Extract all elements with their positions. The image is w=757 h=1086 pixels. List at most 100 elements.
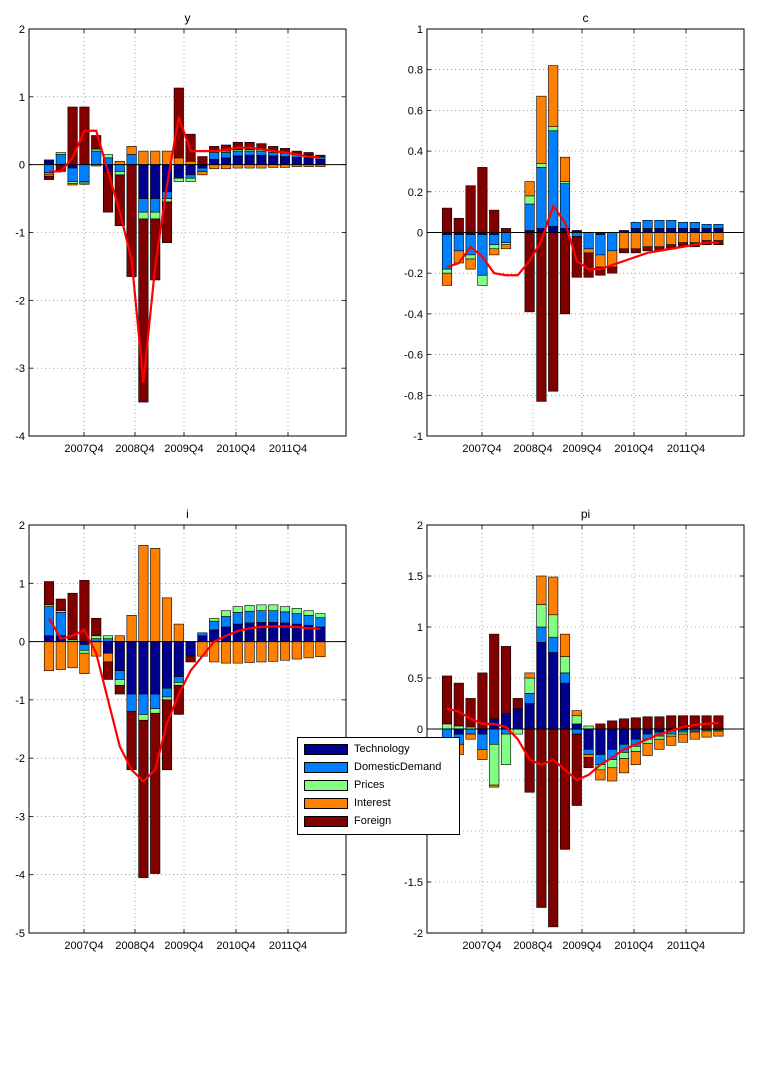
total-line bbox=[49, 116, 321, 383]
bar-interest-23 bbox=[315, 641, 326, 658]
bar-technology-21 bbox=[689, 228, 700, 233]
bar-foreign-8 bbox=[536, 728, 547, 908]
bar-interest-4 bbox=[489, 784, 500, 788]
bar-interest-9 bbox=[150, 150, 161, 165]
bar-interest-23 bbox=[713, 232, 724, 241]
bar-foreign-0 bbox=[43, 175, 55, 180]
bar-interest-18 bbox=[654, 738, 665, 750]
bar-technology-14 bbox=[209, 158, 220, 165]
bar-interest-20 bbox=[677, 232, 689, 243]
bar-prices-2 bbox=[67, 181, 78, 184]
bar-prices-8 bbox=[536, 163, 547, 168]
bar-foreign-14 bbox=[607, 266, 618, 274]
x-tick-label: 2008Q4 bbox=[115, 940, 154, 952]
bar-prices-9 bbox=[548, 614, 559, 638]
bar-interest-23 bbox=[713, 730, 724, 737]
bar-foreign-21 bbox=[689, 715, 700, 730]
bar-technology-12 bbox=[185, 641, 196, 657]
bar-interest-3 bbox=[477, 749, 488, 760]
bar-technology-15 bbox=[618, 728, 630, 745]
x-tick-label: 2011Q4 bbox=[667, 443, 705, 455]
bar-technology-10 bbox=[559, 682, 571, 730]
bar-foreign-10 bbox=[559, 232, 571, 315]
bar-technology-6 bbox=[114, 641, 125, 672]
bar-foreign-5 bbox=[102, 661, 114, 680]
bar-foreign-16 bbox=[630, 717, 641, 730]
bar-domesticdemand-6 bbox=[114, 164, 125, 172]
y-tick-label: -3 bbox=[15, 811, 25, 823]
bar-prices-4 bbox=[91, 635, 102, 639]
bar-foreign-0 bbox=[441, 207, 453, 233]
bar-domesticdemand-15 bbox=[220, 152, 232, 159]
bar-domesticdemand-10 bbox=[161, 191, 173, 199]
bar-domesticdemand-1 bbox=[55, 154, 66, 165]
bar-prices-23 bbox=[315, 613, 326, 618]
y-tick-label: 2 bbox=[19, 24, 25, 36]
bar-prices-4 bbox=[91, 148, 102, 152]
bar-foreign-5 bbox=[500, 646, 512, 715]
bar-prices-15 bbox=[618, 752, 630, 759]
bar-technology-16 bbox=[232, 155, 243, 165]
bar-domesticdemand-8 bbox=[138, 693, 149, 715]
bar-domesticdemand-9 bbox=[150, 693, 161, 709]
y-tick-label: -0.6 bbox=[404, 350, 423, 362]
bar-foreign-2 bbox=[465, 698, 476, 728]
y-tick-label: -0.8 bbox=[404, 390, 423, 402]
bar-foreign-13 bbox=[197, 156, 208, 165]
bar-foreign-22 bbox=[303, 152, 314, 155]
bar-domesticdemand-22 bbox=[701, 224, 712, 229]
bar-domesticdemand-12 bbox=[583, 749, 594, 755]
x-tick-label: 2007Q4 bbox=[64, 940, 103, 952]
legend-label-domesticdemand: DomesticDemand bbox=[354, 761, 442, 773]
bar-domesticdemand-13 bbox=[595, 234, 606, 256]
x-tick-label: 2007Q4 bbox=[462, 443, 501, 455]
bar-domesticdemand-21 bbox=[689, 222, 700, 229]
bar-interest-0 bbox=[43, 641, 55, 672]
y-tick-label: 0.4 bbox=[408, 146, 423, 158]
legend-label-technology: Technology bbox=[354, 743, 410, 755]
bar-foreign-1 bbox=[453, 217, 464, 233]
bar-prices-5 bbox=[102, 635, 114, 639]
bar-foreign-4 bbox=[91, 617, 102, 637]
bar-foreign-18 bbox=[654, 716, 665, 730]
bar-interest-19 bbox=[666, 735, 677, 746]
bar-prices-16 bbox=[232, 606, 243, 613]
chart-panel-pi: -2-1.5-1-0.500.511.522007Q42008Q42009Q42… bbox=[404, 507, 745, 952]
bar-interest-14 bbox=[209, 164, 220, 170]
bar-interest-12 bbox=[583, 754, 594, 758]
bar-foreign-9 bbox=[150, 712, 161, 874]
bar-prices-11 bbox=[571, 715, 582, 725]
bar-interest-15 bbox=[220, 164, 232, 170]
total-line bbox=[446, 204, 719, 277]
bar-technology-19 bbox=[666, 228, 677, 233]
bar-interest-2 bbox=[465, 733, 476, 740]
bar-technology-11 bbox=[571, 723, 582, 730]
bar-prices-14 bbox=[209, 617, 220, 622]
bar-interest-11 bbox=[173, 623, 184, 642]
bar-prices-9 bbox=[150, 211, 161, 220]
bar-domesticdemand-8 bbox=[536, 167, 547, 229]
bar-domesticdemand-20 bbox=[279, 611, 291, 624]
bar-prices-8 bbox=[138, 714, 149, 721]
y-tick-label: 0 bbox=[417, 724, 423, 736]
bar-prices-18 bbox=[256, 604, 267, 611]
legend-swatch-interest bbox=[304, 797, 348, 809]
bar-foreign-12 bbox=[185, 655, 196, 663]
bar-interest-10 bbox=[559, 156, 571, 182]
y-tick-label: 0 bbox=[19, 637, 25, 649]
bar-interest-16 bbox=[630, 751, 641, 766]
plot-frame bbox=[28, 524, 347, 934]
bar-foreign-12 bbox=[583, 252, 594, 278]
bar-foreign-17 bbox=[244, 141, 255, 151]
bar-foreign-4 bbox=[489, 209, 500, 233]
bar-technology-9 bbox=[548, 226, 559, 233]
bar-interest-16 bbox=[630, 232, 641, 250]
bar-interest-15 bbox=[618, 758, 630, 774]
bar-prices-8 bbox=[536, 604, 547, 628]
bar-interest-18 bbox=[256, 641, 267, 663]
bar-technology-21 bbox=[291, 156, 302, 165]
bar-foreign-14 bbox=[607, 720, 618, 730]
bar-domesticdemand-17 bbox=[244, 610, 255, 624]
bar-interest-22 bbox=[303, 641, 314, 659]
legend-label-foreign: Foreign bbox=[354, 815, 392, 827]
